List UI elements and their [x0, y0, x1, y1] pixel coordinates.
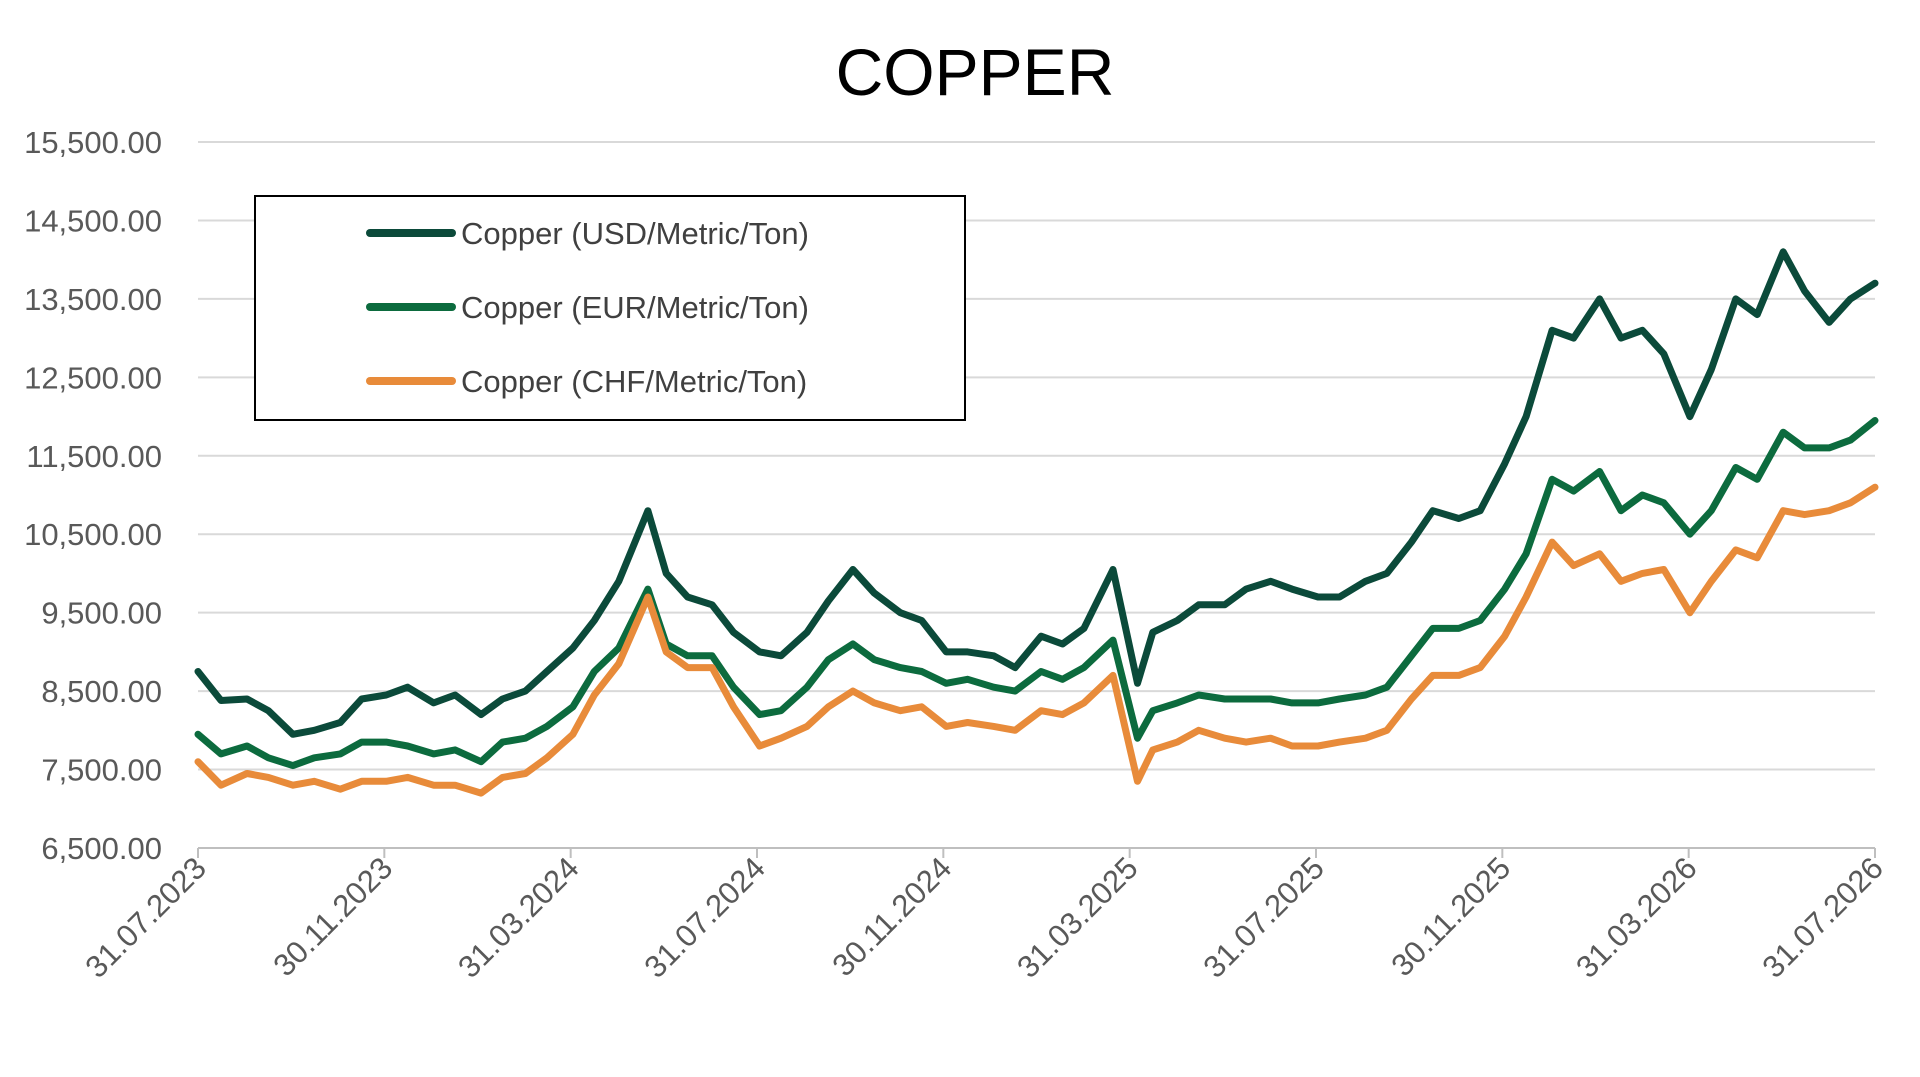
- chart-title: COPPER: [836, 35, 1115, 109]
- legend-label: Copper (CHF/Metric/Ton): [461, 364, 807, 399]
- y-tick-label: 9,500.00: [41, 596, 162, 631]
- y-tick-label: 12,500.00: [24, 360, 162, 395]
- series-line-3: [194, 483, 1879, 797]
- y-tick-label: 8,500.00: [41, 674, 162, 709]
- series-line-1: [194, 248, 1879, 738]
- y-tick-label: 10,500.00: [24, 517, 162, 552]
- series-lines: [194, 248, 1879, 797]
- y-tick-label: 6,500.00: [41, 831, 162, 866]
- y-tick-label: 11,500.00: [26, 439, 162, 474]
- y-tick-label: 15,500.00: [24, 125, 162, 160]
- legend: Copper (USD/Metric/Ton) Copper (EUR/Metri…: [254, 195, 966, 421]
- series-line-2: [194, 417, 1879, 770]
- y-tick-label: 7,500.00: [41, 753, 162, 788]
- y-axis-labels: 6,500.00 7,500.00 8,500.00 9,500.00 10,500.0…: [24, 125, 162, 866]
- legend-label: Copper (EUR/Metric/Ton): [461, 290, 809, 325]
- y-tick-label: 14,500.00: [24, 203, 162, 238]
- legend-label: Copper (USD/Metric/Ton): [461, 216, 809, 251]
- y-tick-label: 13,500.00: [24, 282, 162, 317]
